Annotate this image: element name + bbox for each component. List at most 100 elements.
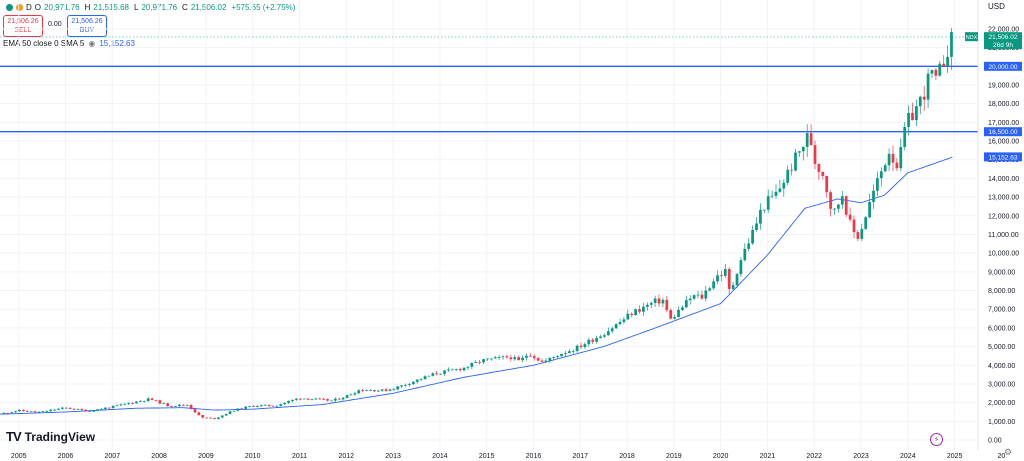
currency-label[interactable]: USD <box>988 2 1005 11</box>
candle-up <box>794 148 797 172</box>
candle-down <box>856 229 860 242</box>
candle-up <box>345 394 349 399</box>
candle-down <box>271 405 275 407</box>
y-tick-label: 2,000.00 <box>988 400 1015 407</box>
y-tick-label: 1,000.00 <box>988 419 1015 426</box>
candle-up <box>142 400 146 403</box>
candle-up <box>14 410 17 413</box>
candle-down <box>372 389 376 392</box>
events-icon[interactable]: ⚡ <box>930 433 943 446</box>
y-tick-label: 12,000.00 <box>988 213 1019 220</box>
candle-down <box>201 414 205 419</box>
candle-up <box>872 184 875 209</box>
candle-up <box>735 272 739 289</box>
indicator-legend[interactable]: EMA 50 close 0 SMA 5 ◉ 15,152.63 <box>3 39 135 48</box>
candle-up <box>493 355 497 359</box>
candle-up <box>64 407 68 409</box>
candle-up <box>470 362 474 370</box>
candle-up <box>423 375 427 380</box>
candle-up <box>883 163 887 173</box>
sell-button[interactable]: 21,506.26 SELL <box>3 15 43 37</box>
candle-up <box>899 138 903 172</box>
candle-up <box>162 402 166 405</box>
candle-up <box>259 404 263 408</box>
symbol-badge-label: NDX <box>966 35 978 41</box>
candle-up <box>762 209 766 214</box>
candle-up <box>431 372 435 377</box>
candle-down <box>170 405 173 408</box>
candle-up <box>18 409 21 412</box>
settings-icon[interactable]: ⚙ <box>1004 447 1013 457</box>
candle-down <box>536 356 540 362</box>
candle-down <box>240 407 244 410</box>
candle-down <box>197 411 201 416</box>
candle-up <box>599 334 602 339</box>
candle-up <box>462 367 466 372</box>
hline-badge-label: 20,000.00 <box>989 64 1018 71</box>
time-axis[interactable]: 2005 2006 2007 2008 2009 2010 2011 2012 2013 2014… <box>11 453 1005 460</box>
candle-up <box>119 403 123 406</box>
candle-up <box>466 366 470 370</box>
candle-up <box>310 398 314 401</box>
candle-down <box>318 397 322 400</box>
candle-down <box>33 410 37 413</box>
candle-up <box>684 295 688 308</box>
candle-up <box>333 397 337 402</box>
candle-down <box>154 399 158 402</box>
logo-mark: TV <box>6 429 22 444</box>
indicator-label: EMA 50 close 0 SMA 5 <box>3 39 85 48</box>
candle-up <box>556 355 559 360</box>
y-tick-label: 5,000.00 <box>988 344 1015 351</box>
candle-down <box>107 407 111 409</box>
interval-label[interactable]: D <box>26 2 32 12</box>
x-tick-label: 2006 <box>58 453 74 460</box>
ema-path <box>0 156 953 415</box>
visibility-icon[interactable]: ◉ <box>88 39 96 48</box>
candle-up <box>146 397 150 403</box>
candle-down <box>848 207 852 222</box>
candle-down <box>166 402 170 407</box>
x-tick-label: 2007 <box>105 453 121 460</box>
candle-down <box>517 355 521 361</box>
buy-button[interactable]: 21,506.26 BUY <box>67 15 107 37</box>
sell-price: 21,506.26 <box>7 18 39 25</box>
candle-up <box>743 243 747 262</box>
candle-up <box>380 389 384 392</box>
candle-up <box>263 404 267 406</box>
x-tick-label: 2023 <box>853 453 869 460</box>
candle-down <box>844 195 848 218</box>
candle-up <box>482 358 485 364</box>
candle-down <box>213 417 216 420</box>
candle-up <box>111 405 115 409</box>
y-tick-label: 3,000.00 <box>988 381 1015 388</box>
candle-down <box>267 404 271 407</box>
tradingview-logo[interactable]: TV TradingView <box>6 429 95 444</box>
candle-down <box>322 397 326 401</box>
candle-up <box>747 238 751 252</box>
candle-down <box>895 158 899 172</box>
candle-down <box>384 388 388 392</box>
candle-up <box>224 413 228 416</box>
candle-up <box>681 305 684 312</box>
candle-up <box>798 150 801 157</box>
horizontal-lines[interactable] <box>0 65 978 133</box>
candle-up <box>248 406 251 408</box>
candle-up <box>287 400 290 405</box>
candle-up <box>178 403 181 407</box>
candle-up <box>236 408 240 412</box>
candle-up <box>29 411 33 413</box>
x-tick-label: 2016 <box>526 453 542 460</box>
y-tick-label: 16,000.00 <box>988 139 1019 146</box>
price-axis[interactable]: 0.00 1,000.00 2,000.00 3,000.00 4,000.00 5,00… <box>988 26 1019 444</box>
candle-up <box>415 379 419 384</box>
candle-down <box>934 68 938 81</box>
candle-down <box>326 398 329 402</box>
candle-up <box>314 397 318 401</box>
candle-up <box>174 405 177 408</box>
candle-up <box>450 368 454 371</box>
candle-up <box>603 333 606 339</box>
candle-up <box>2 412 6 415</box>
candle-up <box>583 342 587 349</box>
